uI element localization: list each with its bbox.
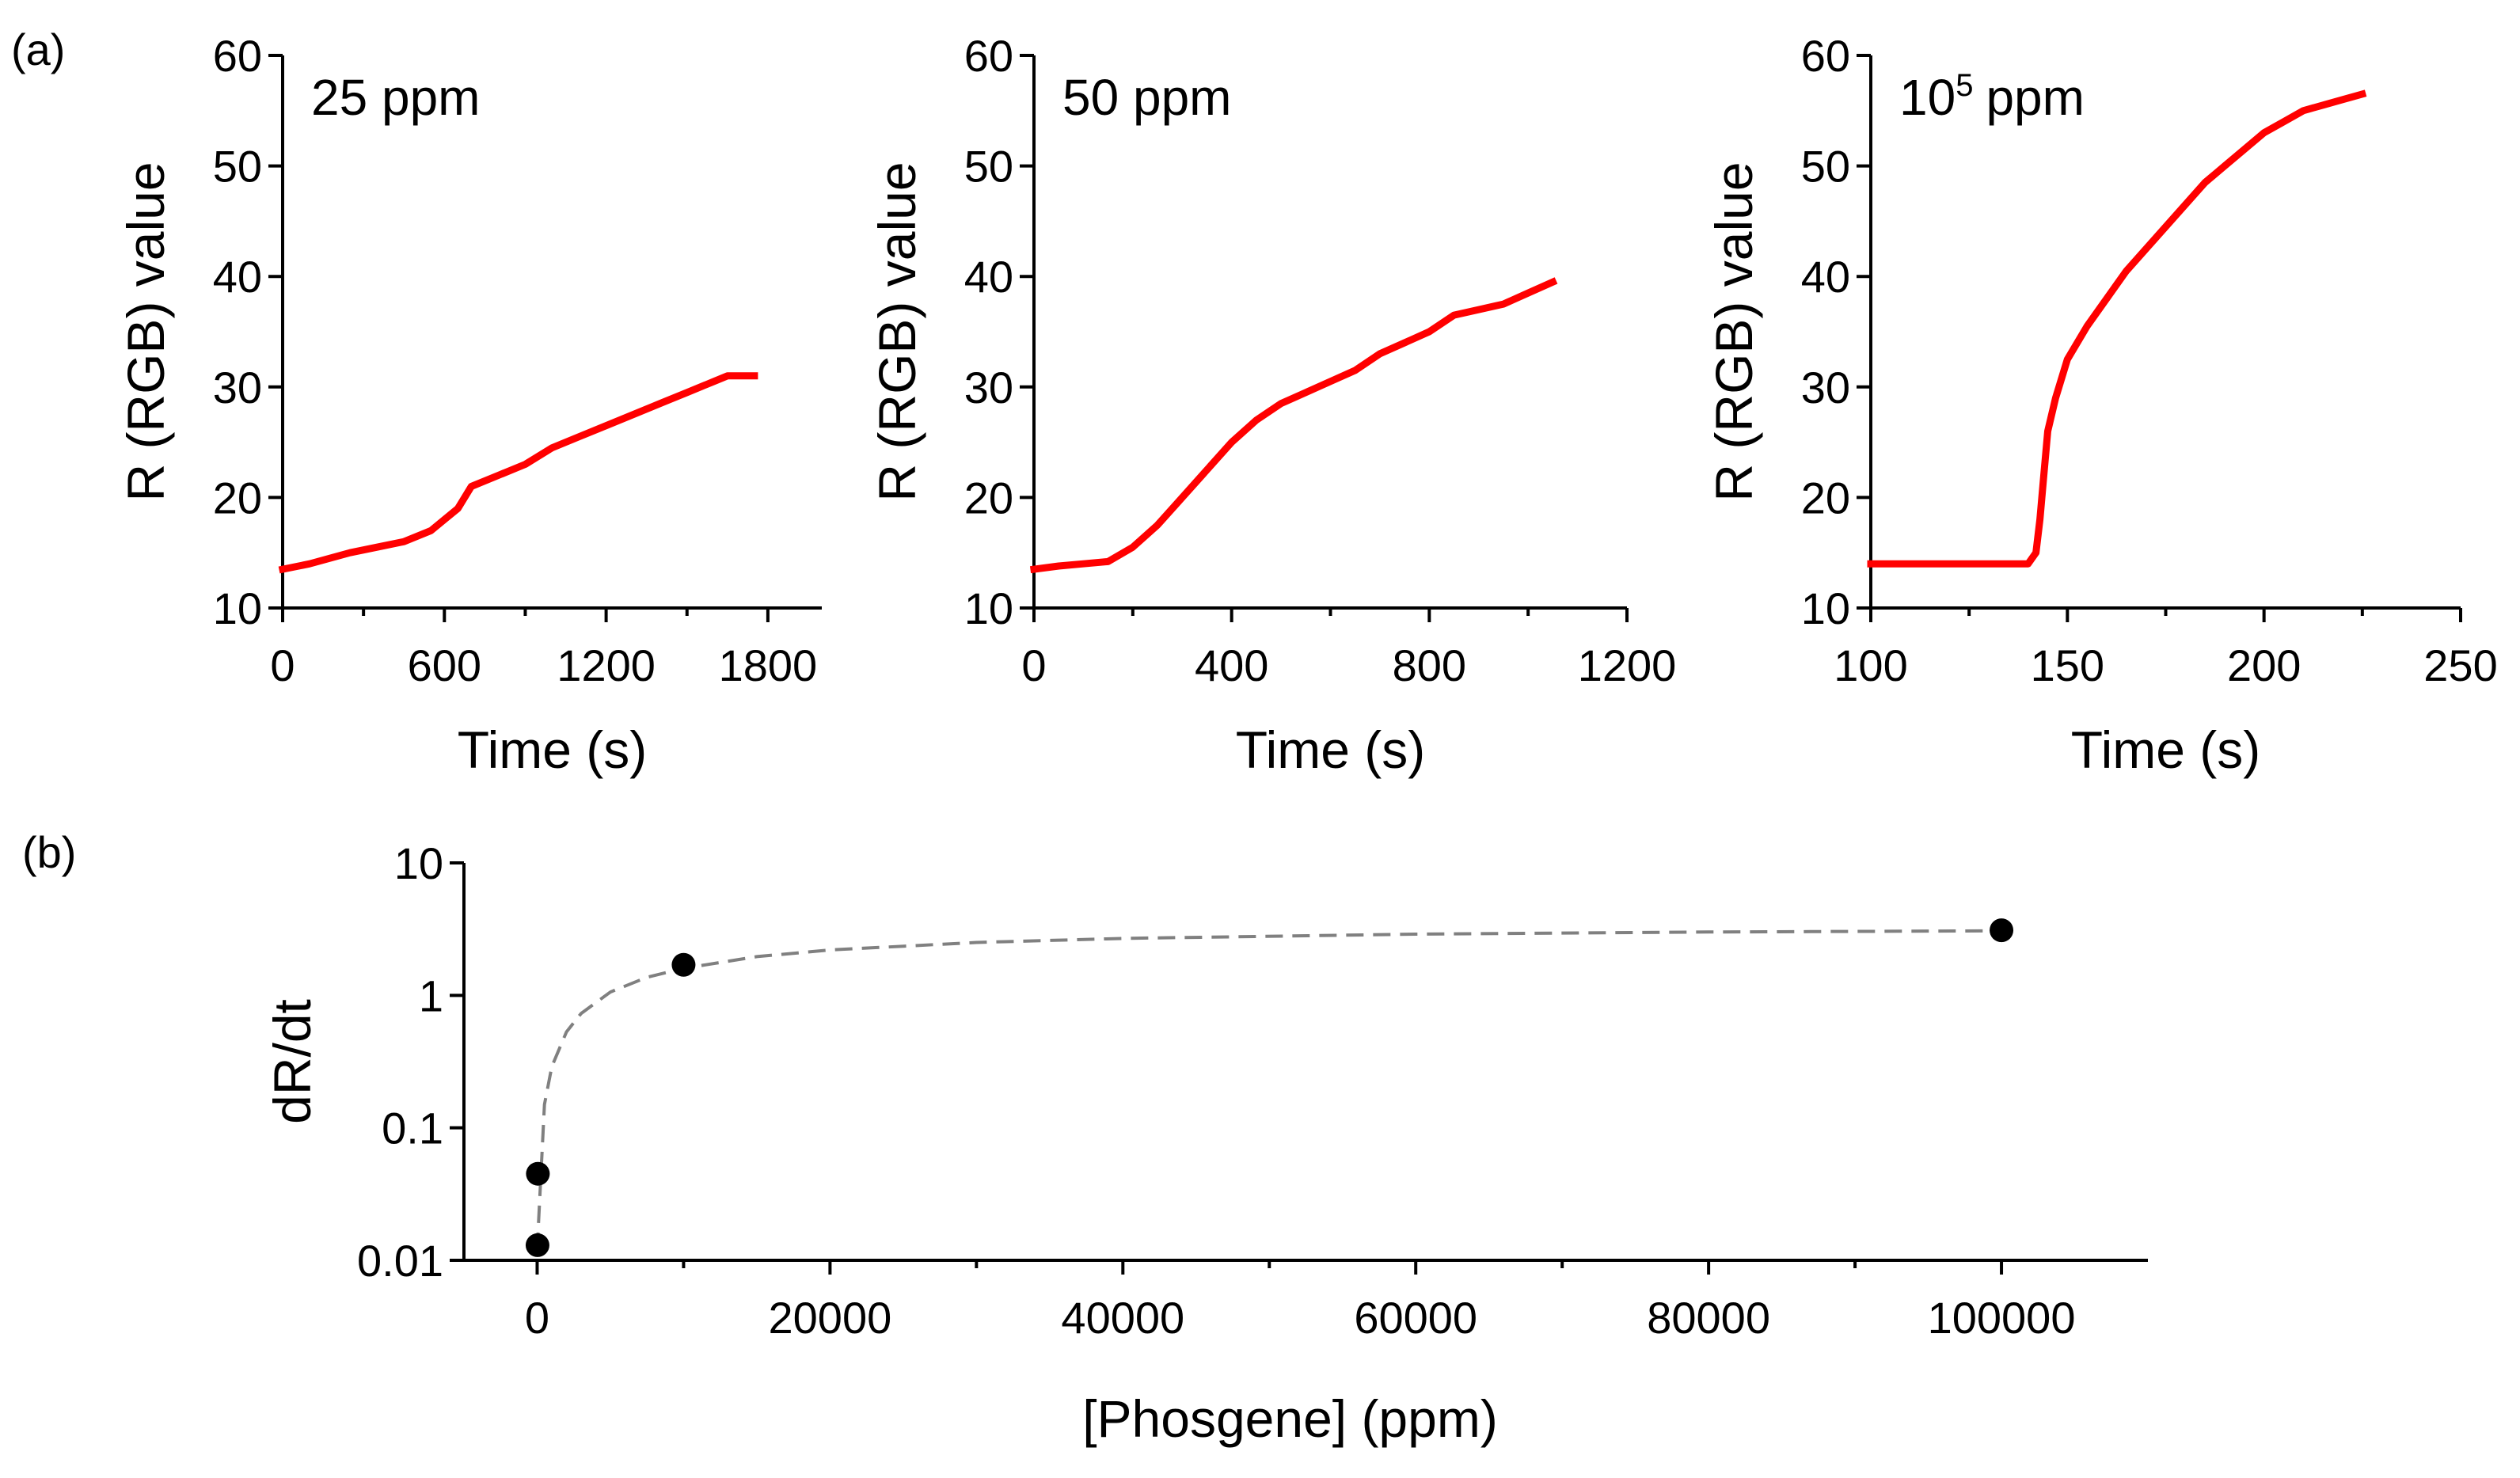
concentration-annotation: 50 ppm (1062, 69, 1231, 126)
y-tick-label: 10 (213, 583, 262, 633)
x-axis-label: Time (s) (458, 720, 648, 779)
data-point (526, 1161, 550, 1186)
y-tick-label: 40 (213, 252, 262, 302)
annotation-superscript: 5 (1956, 68, 1973, 103)
x-tick-label: 100 (1834, 640, 1907, 690)
y-tick-label: 0.1 (382, 1104, 443, 1153)
x-axis-label: Time (s) (1236, 720, 1426, 779)
y-tick-label: 20 (1801, 473, 1850, 522)
x-tick-label: 100000 (1928, 1293, 2076, 1343)
y-tick-label: 20 (964, 473, 1013, 522)
x-tick-label: 800 (1393, 640, 1466, 690)
y-tick-label: 10 (1801, 583, 1850, 633)
y-tick-label: 60 (1801, 31, 1850, 81)
x-tick-label: 40000 (1061, 1293, 1184, 1343)
x-tick-label: 1200 (1578, 640, 1677, 690)
y-axis-label: R (RGB) value (1705, 161, 1763, 501)
x-tick-label: 1800 (719, 640, 818, 690)
chart-1e5ppm: 10 20 30 40 50 60 100 150 200 250 Time (s) R (RGB) … (1705, 31, 2498, 779)
panel-b-label: (b) (22, 827, 76, 877)
x-tick-label: 1200 (557, 640, 656, 690)
y-tick-label: 50 (964, 142, 1013, 192)
data-point (1990, 918, 2014, 943)
x-axis-label: [Phosgene] (ppm) (1082, 1389, 1498, 1448)
series-line (1029, 277, 1558, 574)
y-tick-label: 40 (964, 252, 1013, 302)
y-tick-label: 1 (419, 971, 443, 1020)
fit-curve (535, 929, 2002, 1250)
x-tick-label: 0 (1021, 640, 1046, 690)
y-tick-label: 10 (394, 838, 443, 888)
data-point (525, 1233, 549, 1257)
y-tick-label: 10 (964, 583, 1013, 633)
data-point (671, 952, 696, 977)
x-tick-label: 600 (408, 640, 481, 690)
x-tick-label: 150 (2031, 640, 2104, 690)
x-tick-label: 20000 (769, 1293, 892, 1343)
series-line (1867, 89, 2367, 568)
y-tick-label: 50 (213, 142, 262, 192)
x-tick-label: 0 (270, 640, 295, 690)
y-tick-label: 60 (964, 31, 1013, 81)
y-tick-label: 50 (1801, 142, 1850, 192)
y-tick-label: 40 (1801, 252, 1850, 302)
y-tick-label: 30 (964, 363, 1013, 412)
concentration-annotation: 105 ppm (1899, 68, 2085, 126)
concentration-annotation: 25 ppm (311, 69, 480, 126)
y-tick-label: 0.01 (357, 1236, 443, 1286)
x-tick-label: 0 (525, 1293, 549, 1343)
y-axis-label: R (RGB) value (116, 161, 175, 501)
y-tick-label: 60 (213, 31, 262, 81)
x-tick-label: 250 (2423, 640, 2497, 690)
x-tick-label: 400 (1195, 640, 1268, 690)
x-tick-label: 60000 (1354, 1293, 1477, 1343)
chart-rate-vs-phosgene: 0.01 0.1 1 10 0 20000 40000 60000 80000 100000 [Ph… (263, 838, 2148, 1448)
panel-a-label: (a) (11, 25, 65, 74)
chart-50ppm: 10 20 30 40 50 60 0 400 800 1200 Time (s) R (RGB) v… (868, 31, 1676, 779)
annotation-unit: ppm (1986, 69, 2085, 126)
y-axis-label: dR/dt (263, 999, 321, 1124)
annotation-base: 10 (1899, 69, 1956, 126)
x-tick-label: 80000 (1647, 1293, 1770, 1343)
x-tick-label: 200 (2227, 640, 2301, 690)
y-tick-label: 30 (1801, 363, 1850, 412)
series-line (278, 372, 758, 574)
x-axis-label: Time (s) (2071, 720, 2261, 779)
y-tick-label: 20 (213, 473, 262, 522)
y-axis-label: R (RGB) value (868, 161, 926, 501)
y-tick-label: 30 (213, 363, 262, 412)
